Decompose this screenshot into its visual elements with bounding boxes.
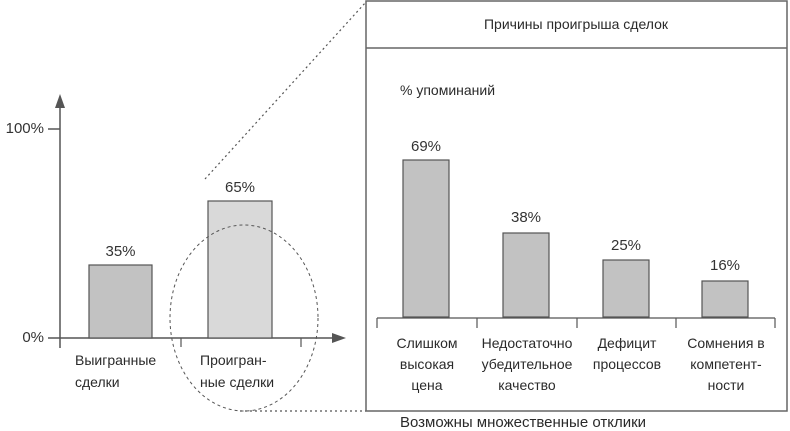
bar-reason-2 <box>502 232 550 318</box>
y-tick-100: 100% <box>5 120 44 137</box>
highlight-ellipse <box>169 224 319 412</box>
category-line: Выигранные <box>75 352 157 368</box>
value-label-reason-2: 38% <box>510 209 542 226</box>
bar-lost <box>207 200 273 339</box>
category-line: Проигран- <box>200 352 267 368</box>
panel-title: Причины проигрыша сделок <box>483 16 669 32</box>
bar-won <box>88 264 153 339</box>
category-label-reason-4: Сомнения в компетент- ности <box>676 333 776 396</box>
bar-reason-1 <box>402 159 450 318</box>
category-line: цена <box>411 377 443 393</box>
value-label-reason-1: 69% <box>410 138 442 155</box>
category-label-lost: Проигран- ные сделки <box>200 349 274 393</box>
category-line: компетент- <box>690 356 762 372</box>
bar-reason-4 <box>701 280 749 318</box>
category-line: Недостаточно <box>481 335 573 351</box>
category-line: Сомнения в <box>687 335 765 351</box>
y-axis-label: % упоминаний <box>400 82 496 98</box>
bar-reason-3 <box>602 259 650 318</box>
y-tick-0: 0% <box>22 329 44 346</box>
category-line: убедительное <box>481 356 573 372</box>
category-label-reason-3: Дефицит процессов <box>577 333 677 375</box>
right-axis <box>376 317 776 328</box>
category-line: процессов <box>592 356 662 372</box>
category-line: сделки <box>75 374 120 390</box>
category-label-won: Выигранные сделки <box>75 349 156 393</box>
category-label-reason-1: Слишком высокая цена <box>377 333 477 396</box>
category-line: Дефицит <box>597 335 657 351</box>
category-line: ности <box>707 377 745 393</box>
category-line: Слишком <box>396 335 458 351</box>
category-line: ные сделки <box>200 374 275 390</box>
value-label-lost: 65% <box>224 179 256 196</box>
category-line: качество <box>498 377 556 393</box>
value-label-reason-3: 25% <box>610 237 642 254</box>
value-label-won: 35% <box>105 243 136 260</box>
value-label-reason-4: 16% <box>709 257 741 274</box>
zoom-line-top <box>204 1 367 180</box>
right-panel-frame <box>365 0 788 412</box>
category-line: высокая <box>399 356 455 372</box>
footnote: Возможны множественные отклики <box>400 414 647 431</box>
category-label-reason-2: Недостаточно убедительное качество <box>470 333 584 396</box>
